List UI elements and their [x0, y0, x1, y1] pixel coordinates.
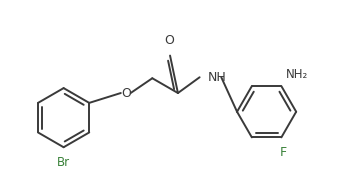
- Text: NH: NH: [208, 71, 226, 84]
- Text: Br: Br: [57, 156, 70, 169]
- Text: NH₂: NH₂: [286, 68, 309, 81]
- Text: O: O: [164, 34, 174, 47]
- Text: O: O: [121, 86, 131, 100]
- Text: F: F: [280, 146, 287, 159]
